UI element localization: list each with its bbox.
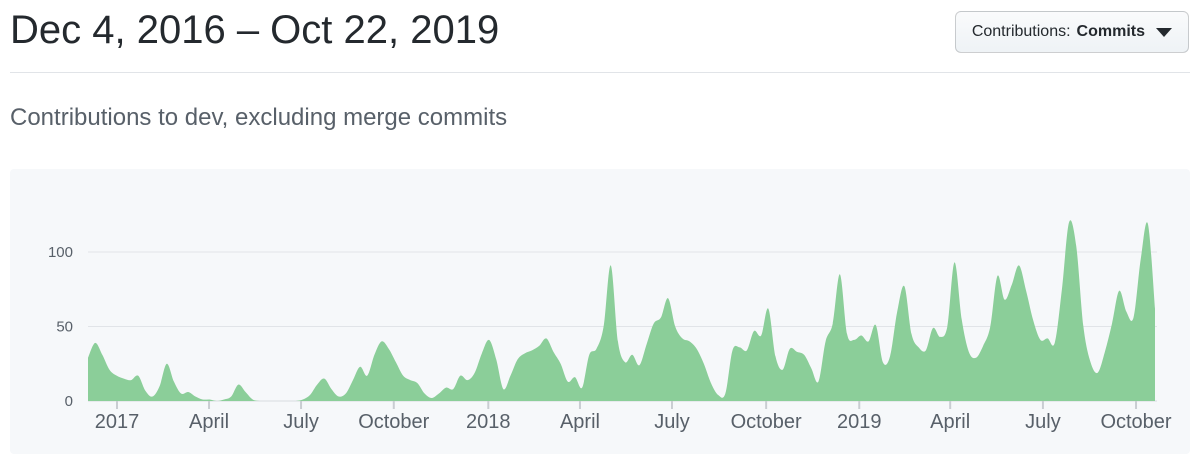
x-tick-label-2: July	[283, 411, 319, 433]
x-tick-label-4: 2018	[466, 411, 511, 433]
date-range-title: Dec 4, 2016 – Oct 22, 2019	[10, 8, 500, 52]
x-tick-label-7: October	[731, 411, 802, 433]
x-tick-label-0: 2017	[95, 411, 140, 433]
chevron-down-icon	[1156, 27, 1172, 37]
y-tick-label-0: 0	[65, 393, 73, 410]
x-tick-label-8: 2019	[837, 411, 882, 433]
filter-button-selected-value: Commits	[1076, 23, 1145, 40]
commit-activity-area-chart: 0 50 100 2017 April July October 2018 April July O…	[48, 220, 1172, 433]
x-tick-label-10: July	[1025, 411, 1061, 433]
filter-button-prefix-label: Contributions:	[971, 23, 1071, 40]
x-tick-label-3: October	[358, 411, 429, 433]
x-tick-label-9: April	[930, 411, 970, 433]
contributions-filter-button[interactable]: Contributions: Commits	[954, 11, 1189, 53]
y-tick-label-50: 50	[56, 319, 73, 336]
chart-subtitle: Contributions to dev, excluding merge co…	[10, 104, 508, 131]
x-tick-label-5: April	[560, 411, 600, 433]
header-divider	[10, 72, 1190, 73]
x-tick-label-11: October	[1100, 411, 1171, 433]
y-tick-label-100: 100	[48, 244, 73, 261]
commits-area-series	[88, 220, 1155, 401]
x-tick-label-6: July	[654, 411, 690, 433]
x-tick-label-1: April	[189, 411, 229, 433]
commit-activity-chart-card: 0 50 100 2017 April July October 2018 April July O…	[10, 169, 1190, 454]
